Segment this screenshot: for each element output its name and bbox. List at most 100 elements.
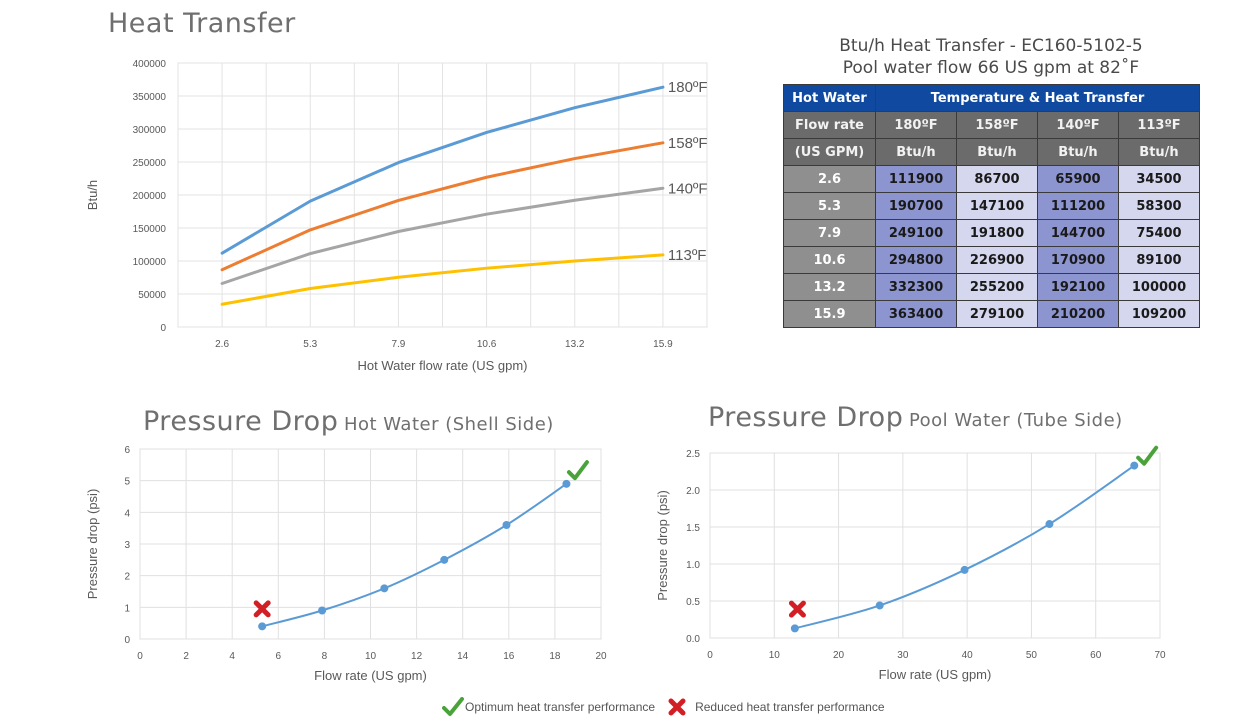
value-cell: 226900 (956, 246, 1038, 274)
x-axis-label: Hot Water flow rate (US gpm) (357, 358, 527, 373)
table-title-line1: Btu/h Heat Transfer - EC160-5102-5 (839, 36, 1143, 56)
header-temperature-heat-transfer: Temperature & Heat Transfer (875, 84, 1200, 112)
y-tick-label: 1.5 (686, 523, 700, 534)
table-row: 7.9 249100 191800 144700 75400 (783, 219, 1200, 247)
y-axis-label: Btu/h (85, 180, 100, 210)
x-tick-label: 13.2 (565, 339, 585, 350)
x-tick-label: 12 (411, 651, 423, 662)
table-row: 2.6 111900 86700 65900 34500 (783, 165, 1200, 193)
performance-legend: Optimum heat transfer performance Reduce… (442, 697, 885, 717)
header-unit: Btu/h (875, 138, 957, 166)
pressure-drop-hot-title-sub: Hot Water (Shell Side) (343, 414, 554, 435)
y-tick-label: 50000 (138, 290, 166, 301)
flow-rate-cell: 15.9 (783, 300, 876, 328)
header-unit: Btu/h (956, 138, 1038, 166)
heat-transfer-table: Hot Water Temperature & Heat Transfer Fl… (783, 84, 1200, 328)
pressure-drop-pool-title-sub: Pool Water (Tube Side) (908, 410, 1123, 431)
x-tick-label: 10.6 (477, 339, 497, 350)
value-cell: 144700 (1037, 219, 1119, 247)
value-cell: 89100 (1118, 246, 1200, 274)
y-tick-label: 300000 (133, 125, 167, 136)
cross-icon (668, 698, 686, 716)
table-title: Btu/h Heat Transfer - EC160-5102-5 Pool … (782, 35, 1200, 79)
value-cell: 294800 (875, 246, 957, 274)
x-tick-label: 50 (1026, 650, 1038, 661)
y-tick-label: 0.0 (686, 634, 700, 645)
pressure-drop-pool-chart: 0 10 20 30 40 50 60 70 0.0 0.5 1.0 1.5 2.0 2.5 Flow ra… (655, 445, 1166, 682)
value-cell: 65900 (1037, 165, 1119, 193)
x-tick-label: 18 (549, 651, 561, 662)
heat-transfer-chart: 0 50000 100000 150000 200000 250000 300000 3500… (85, 59, 708, 373)
pressure-drop-pool-title-main: Pressure Drop (708, 402, 904, 433)
value-cell: 75400 (1118, 219, 1200, 247)
table-row: 13.2 332300 255200 192100 100000 (783, 273, 1200, 301)
cross-icon (788, 600, 806, 618)
x-tick-label: 10 (769, 650, 781, 661)
series-line (220, 186, 665, 286)
data-point (875, 601, 884, 610)
x-tick-label: 70 (1154, 650, 1166, 661)
x-tick-label: 20 (595, 651, 607, 662)
x-tick-label: 14 (457, 651, 469, 662)
x-tick-label: 2.6 (215, 339, 229, 350)
x-tick-label: 30 (897, 650, 909, 661)
x-tick-label: 7.9 (391, 339, 405, 350)
checkmark-icon (1136, 445, 1159, 466)
header-temp-113: 113ºF (1118, 111, 1200, 139)
y-tick-label: 350000 (133, 92, 167, 103)
series-line (220, 253, 665, 306)
y-tick-label: 6 (124, 445, 130, 456)
y-tick-label: 1.0 (686, 560, 700, 571)
value-cell: 109200 (1118, 300, 1200, 328)
y-tick-label: 100000 (133, 257, 167, 268)
value-cell: 190700 (875, 192, 957, 220)
y-tick-label: 0.5 (686, 597, 700, 608)
y-tick-label: 5 (124, 477, 130, 488)
value-cell: 111200 (1037, 192, 1119, 220)
data-point (960, 565, 969, 574)
data-point (380, 584, 389, 593)
checkmark-icon (566, 460, 589, 481)
header-temp-158: 158ºF (956, 111, 1038, 139)
pressure-drop-pool-title: Pressure Drop Pool Water (Tube Side) (708, 402, 1123, 433)
flow-rate-cell: 13.2 (783, 273, 876, 301)
x-tick-label: 15.9 (653, 339, 673, 350)
y-tick-label: 400000 (133, 59, 167, 70)
legend-reduced-label: Reduced heat transfer performance (695, 700, 885, 714)
y-tick-label: 0 (124, 635, 130, 646)
series-label: 180ºF (668, 79, 708, 96)
y-tick-label: 250000 (133, 158, 167, 169)
table-row: 10.6 294800 226900 170900 89100 (783, 246, 1200, 274)
x-tick-label: 60 (1090, 650, 1102, 661)
x-tick-label: 5.3 (303, 339, 317, 350)
y-tick-label: 2.5 (686, 449, 700, 460)
header-flow-rate: Flow rate (783, 111, 876, 139)
value-cell: 210200 (1037, 300, 1119, 328)
value-cell: 86700 (956, 165, 1038, 193)
value-cell: 255200 (956, 273, 1038, 301)
y-tick-label: 4 (124, 508, 130, 519)
value-cell: 58300 (1118, 192, 1200, 220)
x-tick-label: 6 (276, 651, 282, 662)
legend-optimum-label: Optimum heat transfer performance (465, 700, 656, 714)
header-unit: Btu/h (1037, 138, 1119, 166)
value-cell: 192100 (1037, 273, 1119, 301)
data-point (258, 622, 267, 631)
x-tick-label: 0 (707, 650, 713, 661)
series-line (220, 85, 665, 255)
data-point (790, 624, 799, 633)
y-tick-label: 2.0 (686, 486, 700, 497)
value-cell: 170900 (1037, 246, 1119, 274)
table-row: 5.3 190700 147100 111200 58300 (783, 192, 1200, 220)
y-tick-label: 3 (124, 540, 130, 551)
flow-rate-cell: 7.9 (783, 219, 876, 247)
header-hot-water: Hot Water (783, 84, 876, 112)
value-cell: 249100 (875, 219, 957, 247)
y-axis-label: Pressure drop (psi) (655, 490, 670, 601)
checkmark-icon (442, 697, 464, 716)
flow-rate-cell: 5.3 (783, 192, 876, 220)
pressure-drop-hot-title-main: Pressure Drop (143, 406, 339, 437)
value-cell: 147100 (956, 192, 1038, 220)
value-cell: 191800 (956, 219, 1038, 247)
